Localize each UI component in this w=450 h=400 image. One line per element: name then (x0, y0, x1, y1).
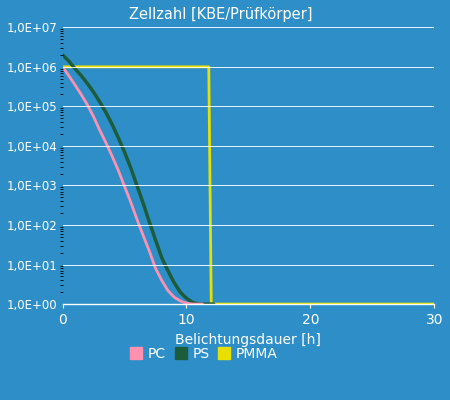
PC (159, 278, 164, 283)
PC (85, 102, 90, 107)
PC (128, 200, 133, 204)
PC (140, 233, 146, 238)
PC (200, 302, 205, 306)
Line: PMMA: PMMA (63, 67, 434, 304)
PC (165, 288, 171, 293)
PS (208, 302, 214, 306)
PMMA (60, 64, 65, 69)
PC (178, 298, 183, 303)
PMMA (215, 302, 220, 306)
PS (202, 302, 208, 306)
PC (109, 154, 115, 158)
PS (196, 302, 202, 306)
Line: PS: PS (63, 55, 214, 304)
PS (122, 150, 127, 154)
PC (103, 140, 108, 145)
PS (190, 300, 195, 305)
PMMA (208, 302, 214, 306)
PS (85, 81, 90, 86)
PC (134, 217, 140, 222)
PC (196, 302, 202, 306)
PS (165, 268, 171, 273)
Text: Zellzahl [KBE/Prüfkörper]: Zellzahl [KBE/Prüfkörper] (130, 7, 313, 22)
PC (91, 114, 96, 119)
PC (78, 92, 84, 97)
PS (116, 136, 121, 140)
Line: PC: PC (63, 67, 202, 304)
PC (147, 248, 152, 253)
PS (66, 59, 72, 64)
PC (171, 295, 177, 300)
PS (97, 100, 103, 104)
PC (116, 168, 121, 173)
PC (66, 73, 72, 78)
Legend: PC, PS, PMMA: PC, PS, PMMA (130, 347, 278, 361)
PS (72, 66, 78, 71)
PMMA (432, 302, 437, 306)
PS (159, 255, 164, 260)
PC (122, 184, 127, 189)
PC (72, 82, 78, 87)
PS (140, 200, 146, 205)
PS (171, 280, 177, 285)
PS (178, 290, 183, 294)
PS (211, 302, 216, 306)
PC (190, 302, 195, 306)
PS (147, 220, 152, 224)
PS (60, 52, 65, 57)
PMMA (206, 64, 211, 69)
PS (103, 110, 108, 115)
PC (97, 128, 103, 132)
PS (109, 122, 115, 127)
PC (60, 64, 65, 69)
X-axis label: Belichtungsdauer [h]: Belichtungsdauer [h] (176, 333, 321, 347)
PS (153, 238, 158, 242)
PC (153, 266, 158, 271)
PS (91, 90, 96, 94)
PS (78, 73, 84, 78)
PC (184, 301, 189, 306)
PS (184, 296, 189, 301)
PS (128, 165, 133, 170)
PS (134, 183, 140, 188)
